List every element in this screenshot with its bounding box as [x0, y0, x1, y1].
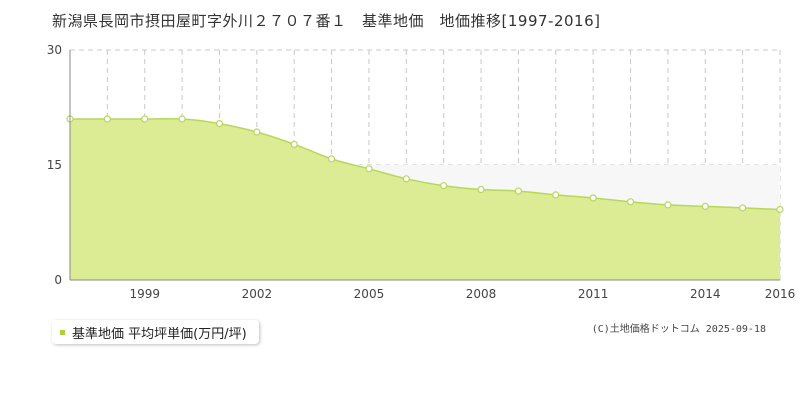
legend-swatch	[60, 329, 65, 335]
data-point-2007	[440, 182, 448, 190]
legend: 基準地価 平均坪単価(万円/坪)	[52, 320, 259, 344]
x-tick-label: 2005	[354, 287, 385, 301]
x-tick-label: 2011	[578, 287, 609, 301]
price-area	[70, 118, 780, 280]
legend-label: 基準地価 平均坪単価(万円/坪)	[72, 326, 247, 342]
data-point-2014	[701, 202, 709, 210]
credit-text: (C)土地価格ドットコム 2025-09-18	[591, 324, 766, 335]
data-point-2016	[776, 205, 784, 214]
data-point-2000	[178, 115, 186, 123]
x-tick-label: 2014	[690, 287, 721, 301]
data-point-2002	[253, 128, 261, 136]
price-area-fill	[70, 118, 780, 280]
y-tick-label: 0	[54, 273, 62, 287]
data-point-2009	[514, 187, 523, 195]
data-point-2006	[402, 175, 410, 183]
data-point-2010	[552, 191, 560, 199]
x-tick-label: 2008	[466, 287, 497, 301]
data-point-1998	[103, 115, 111, 123]
x-tick-label: 2016	[765, 287, 796, 301]
data-point-2001	[215, 119, 224, 128]
x-tick-label: 2002	[242, 287, 273, 301]
data-point-2004	[327, 155, 336, 163]
y-tick-label: 15	[47, 158, 62, 172]
data-point-1999	[141, 115, 149, 123]
x-tick-label: 1999	[129, 287, 160, 301]
tick-labels: 0 15 30 1999 2002 2005 2008 2011 2014 2016	[47, 43, 796, 301]
axes	[69, 50, 780, 281]
data-point-2003	[290, 140, 298, 148]
data-point-2013	[664, 201, 672, 209]
chart-title: 新潟県長岡市摂田屋町字外川２７０７番１ 基準地価 地価推移[1997-2016]	[52, 12, 601, 30]
price-points	[66, 115, 784, 214]
data-point-2005	[365, 165, 373, 173]
data-point-2012	[626, 198, 635, 206]
data-point-2011	[589, 194, 597, 202]
y-tick-label: 30	[47, 43, 62, 57]
data-point-2015	[739, 204, 747, 212]
data-point-2008	[477, 185, 485, 194]
